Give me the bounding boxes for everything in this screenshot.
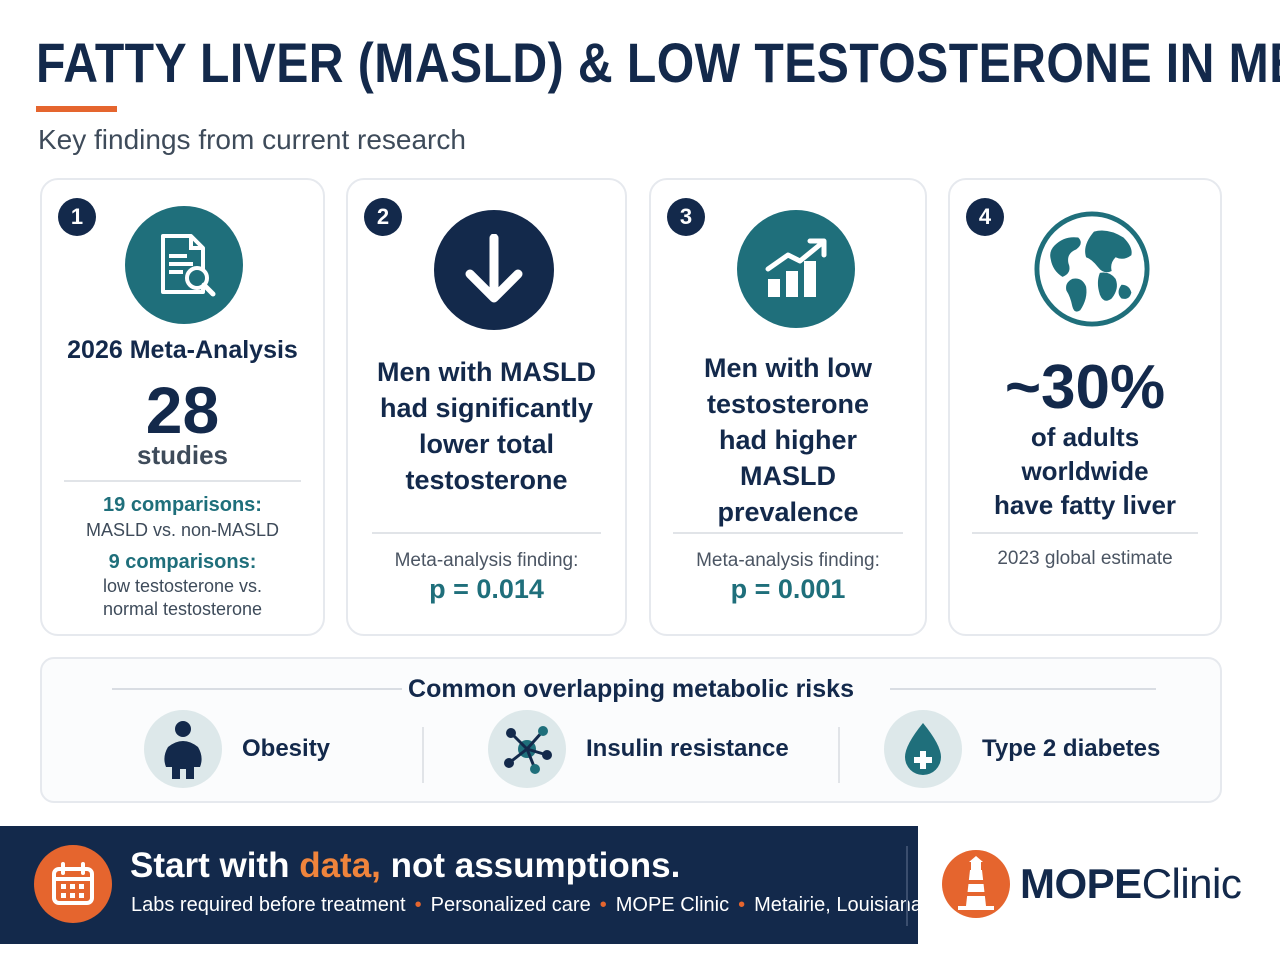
- blood-drop-plus-icon: [884, 710, 962, 788]
- finding-card-4: 4 ~30% of adults worldwide have fatty li…: [948, 178, 1222, 636]
- card-divider: [372, 532, 601, 534]
- risk-label: Type 2 diabetes: [982, 735, 1161, 762]
- statement-line-1: Men with MASLD: [377, 357, 596, 387]
- footer-tags: Labs required before treatment • Personali…: [131, 894, 922, 917]
- statement-line-3: lower total: [418, 429, 554, 459]
- prevalence-line-1: of adults: [1030, 422, 1140, 452]
- lighthouse-icon: [942, 850, 1010, 918]
- headline-start: Start with: [130, 846, 300, 885]
- statement-line-1: Men with low: [704, 353, 872, 383]
- footer-tag: MOPE Clinic: [615, 894, 730, 916]
- obesity-person-icon: [144, 710, 222, 788]
- meta-analysis-heading: 2026 Meta-Analysis: [67, 336, 298, 364]
- comparison-detail-2-line-1: low testosterone vs.: [102, 576, 263, 596]
- comparison-label-1: 19 comparisons:: [103, 494, 262, 516]
- studies-count: 28: [145, 373, 220, 447]
- risk-separator: [422, 727, 424, 783]
- arrow-down-icon: [434, 210, 554, 330]
- statement-line-4: MASLD: [740, 461, 836, 491]
- comparison-detail-2-line-2: normal testosterone: [102, 599, 263, 619]
- risk-label: Insulin resistance: [586, 735, 789, 762]
- document-search-icon: [125, 206, 243, 324]
- logo-light: Clinic: [1141, 860, 1242, 907]
- card-divider: [673, 532, 903, 534]
- risk-item-type-2-diabetes: Type 2 diabetes: [884, 709, 1160, 789]
- calendar-icon: [34, 845, 112, 923]
- footer-banner: Start with data, not assumptions. Labs r…: [0, 826, 922, 944]
- card-divider: [64, 480, 301, 482]
- statement-line-5: prevalence: [717, 497, 859, 527]
- card-number-badge: 2: [364, 198, 402, 236]
- insulin-molecule-icon: [488, 710, 566, 788]
- p-value: p = 0.001: [730, 574, 846, 604]
- comparison-label-2: 9 comparisons:: [108, 551, 257, 573]
- rising-chart-icon: [737, 210, 855, 328]
- prevalence-line-3: have fatty liver: [993, 490, 1177, 520]
- globe-icon: [1033, 210, 1151, 328]
- risk-item-obesity: Obesity: [144, 709, 330, 789]
- footer-headline: Start with data, not assumptions.: [130, 846, 680, 886]
- finding-card-1: 1 2026 Meta-Analysis 28 studies 19 compa…: [40, 178, 325, 636]
- card-number-badge: 1: [58, 198, 96, 236]
- logo-wordmark: MOPEClinic: [1020, 860, 1242, 908]
- finding-card-2: 2 Men with MASLD had significantly lower…: [346, 178, 627, 636]
- statement-line-2: had significantly: [379, 393, 594, 423]
- finding-label: Meta-analysis finding:: [696, 550, 880, 571]
- prevalence-line-2: worldwide: [1021, 456, 1149, 486]
- p-value: p = 0.014: [429, 574, 544, 604]
- prevalence-percent: ~30%: [1004, 353, 1166, 422]
- risks-title-rule-left: [112, 688, 402, 690]
- risk-item-insulin-resistance: Insulin resistance: [488, 709, 789, 789]
- finding-label: Meta-analysis finding:: [394, 550, 579, 571]
- tag-separator: •: [414, 894, 422, 916]
- headline-accent: data,: [299, 846, 381, 885]
- tag-separator: •: [738, 894, 746, 916]
- tag-separator: •: [599, 894, 607, 916]
- risks-title: Common overlapping metabolic risks: [408, 675, 854, 703]
- risk-label: Obesity: [242, 735, 331, 762]
- card-number-badge: 3: [667, 198, 705, 236]
- estimate-note: 2023 global estimate: [997, 548, 1173, 569]
- headline-end: not assumptions.: [380, 846, 681, 885]
- risks-title-rule-right: [890, 688, 1156, 690]
- card-divider: [972, 532, 1198, 534]
- statement-line-2: testosterone: [706, 389, 870, 419]
- finding-card-3: 3 Men with low testosterone had higher M…: [649, 178, 927, 636]
- footer-tag: Personalized care: [430, 894, 591, 916]
- title-accent-bar: [36, 106, 117, 112]
- page-title: FATTY LIVER (MASLD) & LOW TESTOSTERONE I…: [36, 31, 1280, 94]
- footer-tag: Metairie, Louisiana: [754, 894, 922, 916]
- metabolic-risks-panel: Common overlapping metabolic risks Obesi…: [40, 657, 1222, 803]
- card-number-badge: 4: [966, 198, 1004, 236]
- page-subtitle: Key findings from current research: [38, 124, 466, 155]
- footer-tag: Labs required before treatment: [131, 894, 406, 916]
- statement-line-4: testosterone: [405, 465, 568, 495]
- footer-separator: [906, 846, 908, 926]
- logo-bold: MOPE: [1020, 860, 1142, 907]
- statement-line-3: had higher: [718, 425, 857, 455]
- studies-unit: studies: [136, 440, 229, 470]
- clinic-logo: MOPEClinic: [942, 850, 1242, 918]
- comparison-detail-1: MASLD vs. non-MASLD: [85, 520, 280, 540]
- risk-separator: [838, 727, 840, 783]
